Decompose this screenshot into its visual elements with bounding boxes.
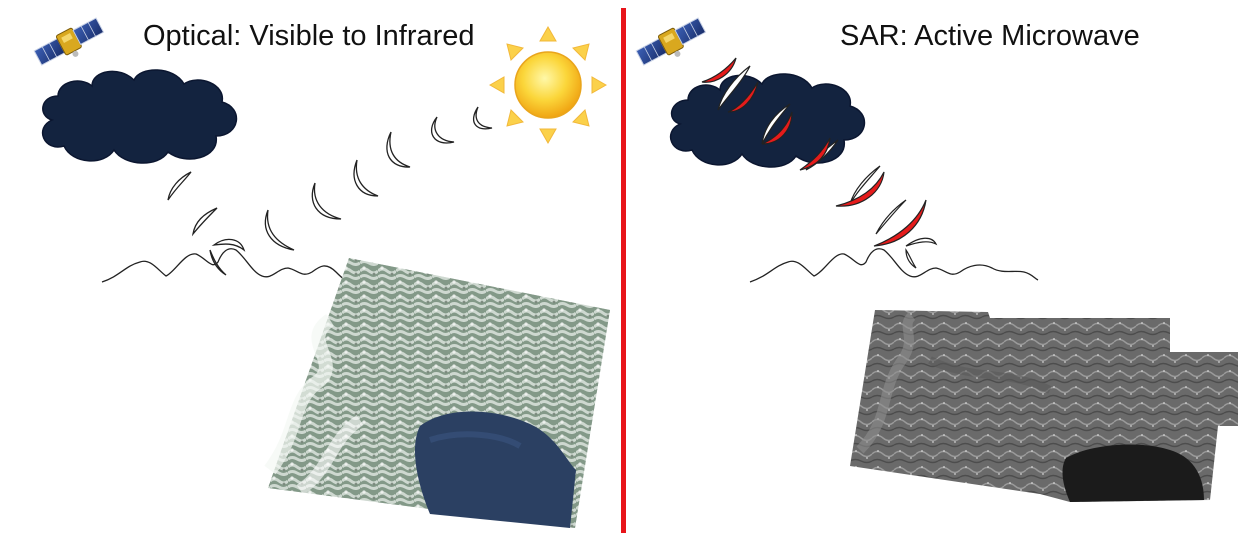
sar-pulse <box>701 57 737 83</box>
cloud-icon <box>669 73 866 168</box>
panel-divider <box>621 8 626 533</box>
sun-icon <box>488 25 608 145</box>
satellite-icon <box>635 17 707 66</box>
optical-light-waves <box>167 106 493 276</box>
sar-pulse <box>835 171 885 207</box>
light-wave <box>311 182 342 220</box>
light-wave <box>386 131 411 168</box>
sar-scene <box>635 17 1238 502</box>
light-wave <box>431 116 455 144</box>
terrain-line <box>101 248 349 283</box>
light-wave <box>209 249 227 276</box>
sar-pulse <box>727 81 759 113</box>
light-wave <box>211 238 246 252</box>
sar-pulse <box>761 111 793 145</box>
light-wave <box>264 209 295 251</box>
cloud-icon <box>41 69 238 164</box>
light-wave <box>353 159 379 197</box>
light-wave <box>473 106 493 130</box>
satellite-icon <box>33 17 105 66</box>
sar-panel: SAR: Active Microwave <box>630 0 1241 533</box>
sar-pulse <box>905 248 917 269</box>
terrain-line <box>749 248 1039 283</box>
light-wave <box>191 207 218 237</box>
sar-pulse <box>799 137 831 171</box>
sar-pulse <box>875 199 907 235</box>
sar-microwave-pulses <box>701 57 938 269</box>
optical-scene <box>33 17 610 528</box>
sar-title: SAR: Active Microwave <box>840 20 1140 52</box>
sar-pulse <box>717 65 751 111</box>
sar-satellite-image <box>850 310 1238 502</box>
sar-pulse <box>905 237 938 247</box>
optical-satellite-image <box>264 258 610 528</box>
light-wave <box>167 171 192 201</box>
optical-title: Optical: Visible to Infrared <box>143 20 475 52</box>
optical-panel: Optical: Visible to Infrared <box>0 0 618 533</box>
sar-pulse <box>873 199 927 247</box>
